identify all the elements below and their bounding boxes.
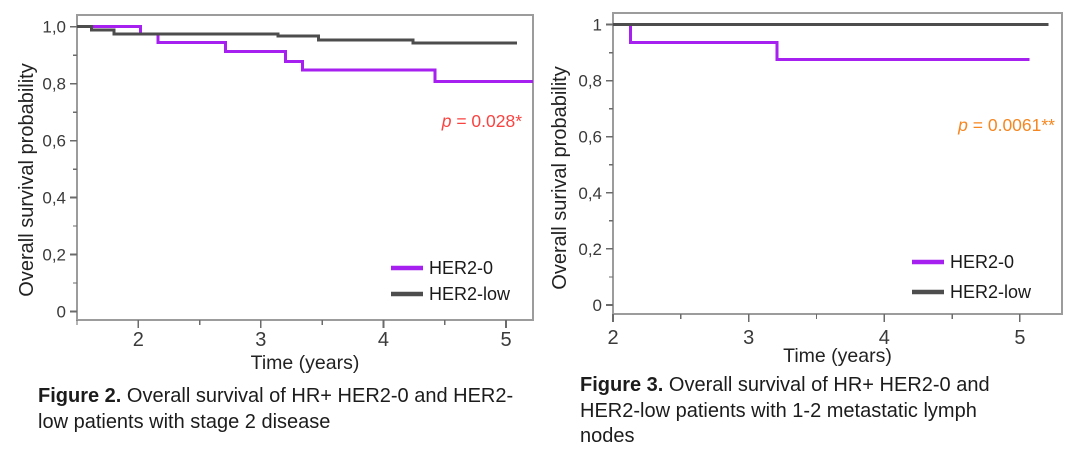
- y-axis-title: Overall surival probability: [549, 66, 571, 289]
- x-tick-label: 5: [1014, 327, 1025, 349]
- x-tick-label: 3: [255, 329, 266, 351]
- x-tick-label: 5: [500, 329, 511, 351]
- figure-3-caption-text: Overall survival of HR+ HER2-0 and HER2-…: [580, 374, 990, 448]
- figure-2-container: 1,0 0,8 0,6 0,4 0,2 0 2 3 4 5 HER2-0 HER2-low p = 0.…: [16, 14, 534, 435]
- legend-label-HER2-0: HER2-0: [950, 252, 1014, 272]
- x-axis-title: Time (years): [783, 345, 892, 367]
- survival-chart-figure-2: 1,0 0,8 0,6 0,4 0,2 0 2 3 4 5 HER2-0 HER2-low p = 0.…: [16, 14, 534, 374]
- series-line-HER2-low: [77, 25, 518, 45]
- x-tick-label: 2: [607, 327, 618, 349]
- legend-label-HER2-low: HER2-low: [950, 282, 1032, 302]
- y-tick-label: 0,4: [578, 184, 602, 203]
- legend-label-HER2-0: HER2-0: [429, 258, 493, 278]
- plot-border: [76, 14, 534, 321]
- y-tick-label: 0,6: [42, 132, 66, 151]
- y-tick-label: 1,0: [42, 18, 66, 37]
- legend-label-HER2-low: HER2-low: [429, 284, 511, 304]
- x-tick-label: 4: [879, 327, 890, 349]
- y-tick-label: 0: [57, 302, 66, 321]
- y-tick-label: 0,2: [578, 240, 602, 259]
- y-tick-label: 0: [593, 296, 602, 315]
- figure-2-caption: Figure 2. Overall survival of HR+ HER2-0…: [38, 384, 516, 435]
- y-tick-label: 0,8: [42, 75, 66, 94]
- series-line-HER2-0: [613, 23, 1030, 62]
- survival-chart-figure-3: 1 0,8 0,6 0,4 0,2 02 3 4 5 HER2-0 HER2-low p = 0.00…: [549, 12, 1063, 367]
- x-tick-label: 4: [378, 329, 389, 351]
- x-tick-label: 3: [743, 327, 754, 349]
- p-value-annotation: p = 0.0061**: [957, 115, 1055, 135]
- x-axis-title: Time (years): [251, 352, 360, 374]
- figure-2-caption-text: Overall survival of HR+ HER2-0 and HER2-…: [38, 385, 514, 433]
- figure-2-label: Figure 2.: [38, 385, 122, 407]
- y-axis-title: Overall survival probability: [16, 63, 38, 296]
- y-tick-label: 0,2: [42, 246, 66, 265]
- plot-border: [612, 12, 1063, 315]
- x-tick-label: 2: [133, 329, 144, 351]
- y-tick-label: 0,4: [42, 189, 66, 208]
- figure-3-caption: Figure 3. Overall survival of HR+ HER2-0…: [580, 373, 992, 450]
- y-tick-label: 0,6: [578, 128, 602, 147]
- figure-3-label: Figure 3.: [580, 374, 664, 396]
- p-value-annotation: p = 0.028*: [441, 111, 522, 131]
- figure-3-container: 1 0,8 0,6 0,4 0,2 0 2 3 4 5 HER2-0 HER2-low p = 0.00…: [540, 0, 1080, 464]
- y-tick-label: 0,8: [578, 72, 602, 91]
- y-tick-label: 1: [593, 16, 602, 35]
